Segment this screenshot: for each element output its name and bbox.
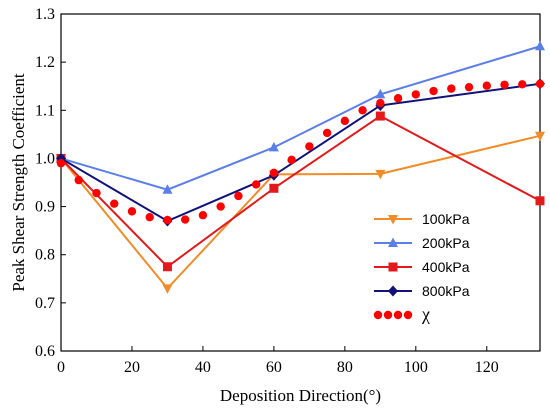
data-point bbox=[375, 88, 386, 99]
legend-label: 800kPa bbox=[422, 283, 470, 299]
legend-marker bbox=[388, 262, 398, 272]
fit-point bbox=[429, 86, 438, 96]
series-400kPa bbox=[56, 111, 545, 272]
legend-item-200kPa: 200kPa bbox=[374, 235, 470, 251]
legend-label: 100kPa bbox=[422, 211, 470, 227]
fit-point bbox=[287, 155, 296, 165]
x-tick-label: 60 bbox=[266, 359, 282, 376]
y-tick-label: 1.1 bbox=[35, 102, 55, 119]
x-axis-label: Deposition Direction(°) bbox=[220, 386, 381, 405]
fit-point bbox=[234, 191, 243, 201]
fit-point bbox=[393, 94, 403, 103]
fit-point bbox=[447, 84, 456, 93]
plot-frame bbox=[60, 13, 541, 352]
y-tick-label: 1.3 bbox=[35, 6, 55, 23]
fit-point bbox=[110, 199, 119, 208]
legend-item-100kPa: 100kPa bbox=[374, 211, 470, 227]
fit-point bbox=[251, 180, 261, 189]
data-point bbox=[375, 169, 386, 180]
legend-marker bbox=[373, 310, 383, 320]
data-point bbox=[375, 111, 385, 121]
series-chi bbox=[56, 79, 545, 225]
fit-point bbox=[358, 106, 367, 115]
legend-item-800kPa: 800kPa bbox=[374, 283, 470, 299]
legend-marker bbox=[388, 285, 398, 297]
legend-marker bbox=[388, 237, 398, 247]
y-tick-label: 1.0 bbox=[35, 150, 55, 167]
series-line bbox=[60, 45, 541, 191]
fit-point bbox=[305, 142, 314, 151]
legend-marker bbox=[393, 310, 403, 320]
fit-point bbox=[464, 82, 474, 92]
fit-point bbox=[518, 80, 527, 89]
fit-point bbox=[56, 159, 66, 168]
y-tick-label: 0.8 bbox=[35, 247, 55, 264]
data-point bbox=[535, 196, 545, 206]
legend-label: 400kPa bbox=[422, 259, 470, 275]
fit-point bbox=[322, 128, 332, 138]
fit-point bbox=[269, 168, 279, 178]
fit-point bbox=[216, 202, 225, 211]
fit-point bbox=[535, 79, 545, 89]
fit-point bbox=[482, 81, 491, 90]
x-tick-label: 80 bbox=[337, 359, 353, 376]
fit-point bbox=[340, 116, 350, 126]
fit-point bbox=[92, 188, 101, 198]
legend-item-400kPa: 400kPa bbox=[374, 259, 470, 275]
x-tick-label: 20 bbox=[124, 359, 140, 376]
fit-point bbox=[500, 80, 509, 89]
x-tick-label: 100 bbox=[404, 359, 428, 376]
fit-point bbox=[198, 211, 208, 220]
legend-label: 200kPa bbox=[422, 235, 470, 251]
x-tick-label: 120 bbox=[475, 359, 499, 376]
fit-point bbox=[145, 212, 154, 222]
fit-point bbox=[376, 98, 385, 108]
legend-item-chi: χ bbox=[373, 304, 430, 324]
fit-point bbox=[127, 207, 137, 216]
data-point bbox=[162, 184, 173, 194]
legend-marker bbox=[388, 215, 398, 225]
data-point bbox=[162, 284, 173, 294]
legend-label: χ bbox=[421, 304, 430, 324]
fit-point bbox=[163, 215, 172, 225]
data-point bbox=[162, 262, 172, 272]
data-point bbox=[535, 40, 545, 51]
y-axis-label: Peak Shear Strength Coefficient bbox=[9, 73, 28, 292]
legend-marker bbox=[383, 310, 393, 320]
y-tick-label: 0.6 bbox=[35, 343, 55, 360]
fit-point bbox=[180, 215, 190, 224]
y-tick-label: 0.7 bbox=[35, 295, 55, 312]
x-tick-label: 0 bbox=[57, 359, 65, 376]
y-tick-label: 1.2 bbox=[35, 54, 55, 71]
series-layer bbox=[56, 40, 545, 294]
axes-layer: 0 20 40 60 80 100 120 0.6 0.7 0.8 0.9 1.0 1.1 1.2 1.3 bbox=[35, 6, 541, 376]
data-point bbox=[268, 141, 279, 152]
legend-marker bbox=[403, 310, 413, 320]
data-point bbox=[269, 183, 279, 193]
fit-point bbox=[411, 90, 421, 99]
x-tick-label: 40 bbox=[195, 359, 211, 376]
y-tick-label: 0.9 bbox=[35, 199, 55, 216]
data-point bbox=[535, 131, 545, 142]
fit-point bbox=[74, 175, 83, 185]
legend-layer: 100kPa 200kPa 400kPa 800kPa χ bbox=[373, 211, 470, 324]
